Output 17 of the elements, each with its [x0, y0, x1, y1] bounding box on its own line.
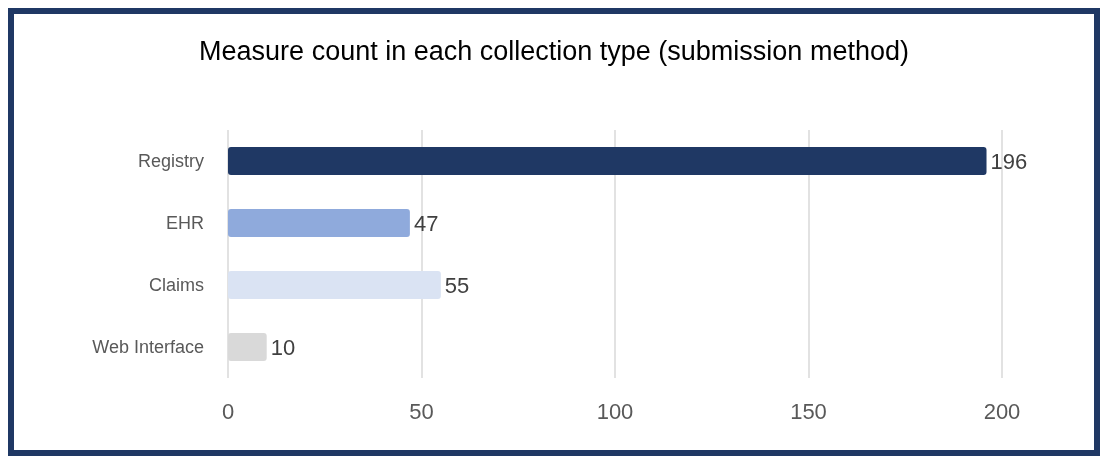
- data-label: 55: [444, 272, 470, 298]
- chart-title: Measure count in each collection type (submission method): [199, 35, 909, 66]
- y-tick-label: EHR: [165, 213, 204, 233]
- x-tick-label: 200: [983, 398, 1021, 424]
- x-tick-label: 100: [596, 398, 634, 424]
- data-label: 10: [270, 334, 296, 360]
- y-tick-label: Registry: [137, 151, 204, 171]
- data-label: 196: [990, 148, 1028, 174]
- bar: [228, 209, 410, 237]
- bar: [228, 271, 441, 299]
- y-tick-label: Claims: [148, 275, 204, 295]
- y-tick-label: Web Interface: [92, 337, 204, 357]
- bar: [228, 147, 987, 175]
- data-label: 47: [413, 210, 439, 236]
- x-tick-label: 50: [409, 398, 434, 424]
- x-tick-label: 150: [790, 398, 827, 424]
- x-tick-label: 0: [221, 398, 235, 424]
